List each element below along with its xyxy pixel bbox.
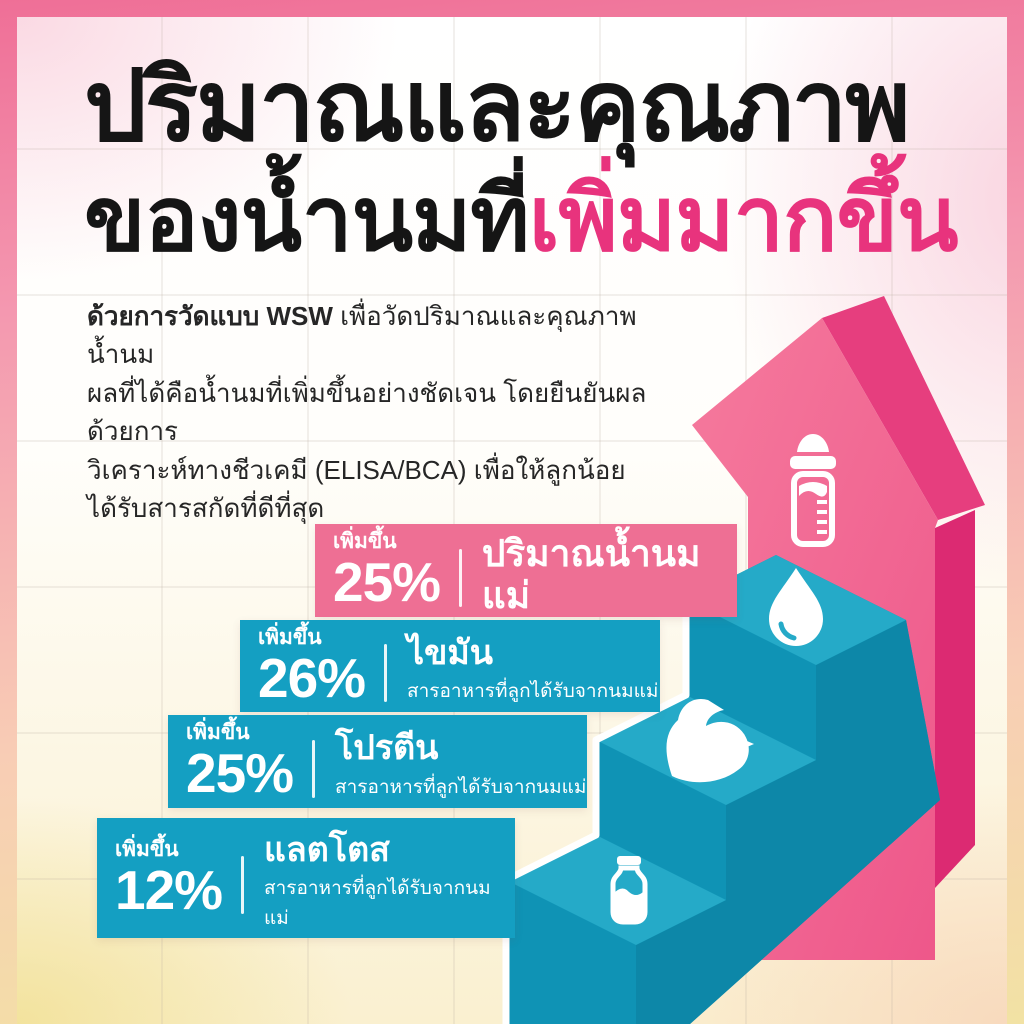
bar-divider [459,548,462,607]
bar-lactose: เพิ่มขึ้น 12% แลตโตส สารอาหารที่ลูกได้รั… [97,818,515,938]
bar-lactose-label-block: แลตโตส สารอาหารที่ลูกได้รับจากนมแม่ [264,831,515,933]
percent-value: 25% [333,551,441,613]
bar-sublabel: สารอาหารที่ลูกได้รับจากนมแม่ [264,878,491,930]
bar-protein-percent-block: เพิ่มขึ้น 25% [186,722,304,801]
description-line-4: ได้รับสารสกัดที่ดีที่สุด [87,493,325,524]
bar-protein-label-block: โปรตีน สารอาหารที่ลูกได้รับจากนมแม่ [335,729,586,801]
bar-fat-percent-block: เพิ่มขึ้น 26% [258,627,376,706]
title-line2-black: ของน้ำนมที่ [84,170,530,270]
increase-label: เพิ่มขึ้น [258,625,322,649]
description-line-2: ผลที่ได้คือน้ำนมที่เพิ่มขึ้นอย่างชัดเจน … [87,377,647,447]
bar-label: โปรตีน [335,729,439,768]
percent-value: 12% [115,858,223,921]
bar-sublabel: สารอาหารที่ลูกได้รับจากนมแม่ [335,776,587,798]
description-paragraph: ด้วยการวัดแบบ WSW เพื่อวัดปริมาณและคุณภา… [87,297,662,528]
bar-divider [384,644,387,702]
bar-fat: เพิ่มขึ้น 26% ไขมัน สารอาหารที่ลูกได้รับ… [240,620,660,712]
bar-sublabel: สารอาหารที่ลูกได้รับจากนมแม่ [407,681,659,703]
bar-milk-volume: เพิ่มขึ้น 25% ปริมาณน้ำนมแม่ [315,524,737,617]
description-bold-lead: ด้วยการวัดแบบ WSW [87,301,333,331]
bar-protein: เพิ่มขึ้น 25% โปรตีน สารอาหารที่ลูกได้รั… [168,715,587,808]
bar-divider [312,739,315,798]
increase-label: เพิ่มขึ้น [333,530,397,553]
bar-fat-label-block: ไขมัน สารอาหารที่ลูกได้รับจากนมแม่ [407,634,658,706]
description-line-3: วิเคราะห์ทางชีวเคมี (ELISA/BCA) เพื่อให้… [87,454,626,485]
bar-label: ปริมาณน้ำนมแม่ [481,533,701,616]
bar-milk-volume-percent-block: เพิ่มขึ้น 25% [333,531,451,610]
increase-label: เพิ่มขึ้น [186,721,250,744]
description-line-1-rest: เพื่อวัดปริมาณและคุณภาพน้ำนม [87,301,637,370]
percent-value: 25% [186,742,294,804]
bar-lactose-percent-block: เพิ่มขึ้น 12% [115,839,233,918]
bar-label: ไขมัน [407,633,493,672]
bar-milk-volume-label-block: ปริมาณน้ำนมแม่ [482,533,737,616]
bar-label: แลตโตส [264,830,390,869]
page-title-line1: ปริมาณและคุณภาพ [84,50,911,161]
increase-label: เพิ่มขึ้น [115,837,179,861]
percent-value: 26% [258,646,366,709]
bar-divider [241,856,244,914]
title-line2-pink-highlight: เพิ่มมากขึ้น [528,170,959,270]
description-line-1: ด้วยการวัดแบบ WSW เพื่อวัดปริมาณและคุณภา… [87,297,662,374]
page-title-line2: ของน้ำนมที่เพิ่มมากขึ้น [84,162,1004,279]
